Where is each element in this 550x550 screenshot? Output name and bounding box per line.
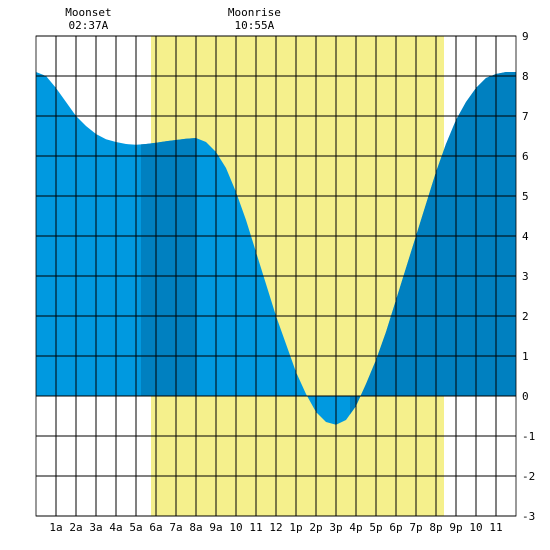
x-tick-label: 7a (169, 521, 182, 534)
x-tick-label: 11 (249, 521, 262, 534)
y-tick-label: 3 (522, 270, 529, 283)
y-tick-label: 7 (522, 110, 529, 123)
moon-event-time: 10:55A (235, 19, 275, 32)
y-tick-label: 6 (522, 150, 529, 163)
x-tick-label: 3p (329, 521, 342, 534)
x-axis-labels: 1a 2a 3a 4a 5a 6a 7a 8a 9a 10 11 12 1p 2p 3p 4p 5p 6p 7p 8p… (49, 521, 502, 534)
x-tick-label: 10 (229, 521, 242, 534)
x-tick-label: 6a (149, 521, 162, 534)
x-tick-label: 5p (369, 521, 382, 534)
moon-event-label: Moonrise (228, 6, 281, 19)
moon-event-time: 02:37A (69, 19, 109, 32)
x-tick-label: 9p (449, 521, 462, 534)
y-tick-label: 5 (522, 190, 529, 203)
y-tick-label: 1 (522, 350, 529, 363)
y-tick-label: -3 (522, 510, 535, 523)
y-tick-label: 8 (522, 70, 529, 83)
x-tick-label: 1a (49, 521, 62, 534)
x-tick-label: 1p (289, 521, 302, 534)
y-tick-label: 9 (522, 30, 529, 43)
y-tick-label: 0 (522, 390, 529, 403)
y-tick-label: -2 (522, 470, 535, 483)
y-tick-label: -1 (522, 430, 535, 443)
x-tick-label: 4p (349, 521, 362, 534)
x-tick-label: 9a (209, 521, 222, 534)
y-tick-label: 4 (522, 230, 529, 243)
x-tick-label: 8a (189, 521, 202, 534)
x-tick-label: 3a (89, 521, 102, 534)
x-tick-label: 2p (309, 521, 322, 534)
y-axis-labels: -3 -2 -1 0 1 2 3 4 5 6 7 8 9 (522, 30, 535, 523)
x-tick-label: 8p (429, 521, 442, 534)
moon-event-label: Moonset (65, 6, 111, 19)
x-tick-label: 7p (409, 521, 422, 534)
x-tick-label: 2a (69, 521, 82, 534)
grid (36, 35, 516, 517)
plot-area (35, 35, 517, 517)
plot-border (35, 35, 517, 517)
x-tick-label: 12 (269, 521, 282, 534)
y-tick-label: 2 (522, 310, 529, 323)
x-tick-label: 11 (489, 521, 502, 534)
x-tick-label: 6p (389, 521, 402, 534)
x-tick-label: 5a (129, 521, 142, 534)
x-tick-label: 4a (109, 521, 122, 534)
x-tick-label: 10 (469, 521, 482, 534)
